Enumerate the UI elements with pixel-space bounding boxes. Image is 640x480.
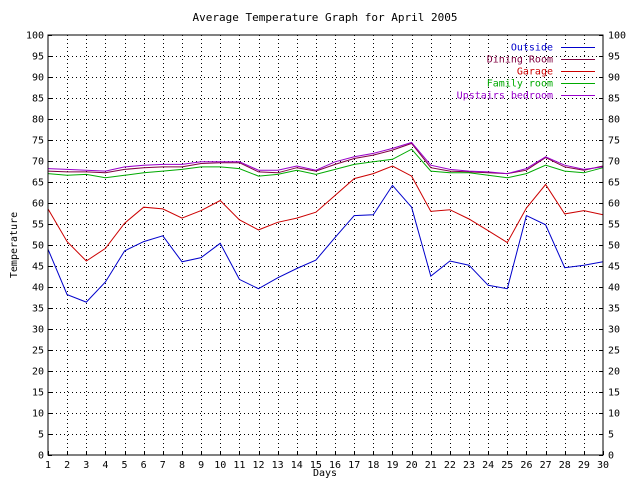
x-tick-label: 29 — [578, 460, 590, 471]
y-tick-label-left: 55 — [32, 220, 44, 231]
y-tick-label-right: 35 — [608, 304, 620, 315]
x-tick-label: 11 — [233, 460, 245, 471]
y-tick-label-right: 60 — [608, 199, 620, 210]
y-tick-label-right: 45 — [608, 262, 620, 273]
x-tick-label: 5 — [122, 460, 128, 471]
y-tick-label-left: 65 — [32, 178, 44, 189]
y-tick-label-left: 80 — [32, 115, 44, 126]
x-tick-label: 14 — [291, 460, 303, 471]
x-tick-label: 28 — [559, 460, 571, 471]
y-tick-label-right: 25 — [608, 346, 620, 357]
y-tick-label-left: 10 — [32, 409, 44, 420]
x-tick-label: 9 — [198, 460, 204, 471]
y-tick-label-right: 20 — [608, 367, 620, 378]
y-tick-label-right: 15 — [608, 388, 620, 399]
axis-ticks: 1 2 3 4 5 6 7 8 9 10 11 12 13 14 15 16 17 18 19 20 21 22 23 24 2… — [26, 31, 626, 472]
x-tick-label: 19 — [386, 460, 398, 471]
x-tick-label: 15 — [310, 460, 322, 471]
y-tick-label-left: 25 — [32, 346, 44, 357]
x-tick-label: 25 — [501, 460, 513, 471]
y-tick-label-right: 50 — [608, 241, 620, 252]
x-tick-label: 10 — [214, 460, 226, 471]
y-tick-label-left: 85 — [32, 94, 44, 105]
y-tick-label-left: 40 — [32, 283, 44, 294]
x-tick-label: 4 — [102, 460, 108, 471]
y-tick-label-left: 45 — [32, 262, 44, 273]
legend-label: Garage — [517, 67, 553, 78]
y-tick-label-right: 40 — [608, 283, 620, 294]
y-tick-label-right: 100 — [608, 31, 626, 42]
x-tick-label: 17 — [348, 460, 360, 471]
grid-lines — [48, 35, 603, 455]
x-tick-label: 24 — [482, 460, 494, 471]
x-tick-label: 27 — [540, 460, 552, 471]
y-tick-label-left: 75 — [32, 136, 44, 147]
y-tick-label-left: 50 — [32, 241, 44, 252]
x-tick-label: 30 — [597, 460, 609, 471]
y-tick-label-right: 95 — [608, 52, 620, 63]
y-tick-label-right: 5 — [608, 430, 614, 441]
y-tick-label-left: 95 — [32, 52, 44, 63]
y-tick-label-right: 90 — [608, 73, 620, 84]
x-tick-label: 1 — [45, 460, 51, 471]
x-tick-label: 22 — [444, 460, 456, 471]
y-tick-label-right: 55 — [608, 220, 620, 231]
x-tick-label: 3 — [83, 460, 89, 471]
x-tick-label: 13 — [272, 460, 284, 471]
y-tick-label-right: 10 — [608, 409, 620, 420]
y-tick-label-left: 70 — [32, 157, 44, 168]
y-tick-label-left: 20 — [32, 367, 44, 378]
y-tick-label-right: 30 — [608, 325, 620, 336]
y-tick-label-right: 85 — [608, 94, 620, 105]
legend-label: Family room — [487, 79, 553, 90]
x-tick-label: 26 — [520, 460, 532, 471]
x-axis-label: Days — [313, 468, 337, 479]
legend-label: Outside — [511, 43, 553, 54]
legend-label: Upstairs bedroom — [457, 91, 553, 102]
series-line-garage — [47, 165, 604, 262]
x-tick-label: 18 — [367, 460, 379, 471]
y-axis-label: Temperature — [9, 212, 20, 278]
y-tick-label-right: 0 — [608, 451, 614, 462]
x-tick-label: 2 — [64, 460, 70, 471]
y-tick-label-left: 90 — [32, 73, 44, 84]
series-lines — [47, 141, 604, 303]
y-tick-label-right: 70 — [608, 157, 620, 168]
x-tick-label: 8 — [179, 460, 185, 471]
legend-label: Dining Room — [487, 55, 553, 66]
y-tick-label-left: 0 — [38, 451, 44, 462]
x-tick-label: 16 — [329, 460, 341, 471]
series-line-outside — [47, 184, 604, 303]
y-tick-label-left: 30 — [32, 325, 44, 336]
y-tick-label-left: 35 — [32, 304, 44, 315]
x-tick-label: 6 — [141, 460, 147, 471]
y-tick-label-left: 100 — [26, 31, 44, 42]
series-line-family-room — [47, 148, 604, 179]
x-tick-label: 20 — [406, 460, 418, 471]
y-tick-label-left: 15 — [32, 388, 44, 399]
x-tick-label: 21 — [425, 460, 437, 471]
y-tick-label-right: 80 — [608, 115, 620, 126]
x-tick-label: 23 — [463, 460, 475, 471]
y-tick-label-right: 65 — [608, 178, 620, 189]
x-tick-label: 7 — [160, 460, 166, 471]
y-tick-label-left: 5 — [38, 430, 44, 441]
y-tick-label-right: 75 — [608, 136, 620, 147]
series-line-upstairs-bedroom — [47, 141, 604, 175]
x-tick-label: 12 — [252, 460, 264, 471]
chart-title: Average Temperature Graph for April 2005 — [193, 11, 458, 24]
y-tick-label-left: 60 — [32, 199, 44, 210]
